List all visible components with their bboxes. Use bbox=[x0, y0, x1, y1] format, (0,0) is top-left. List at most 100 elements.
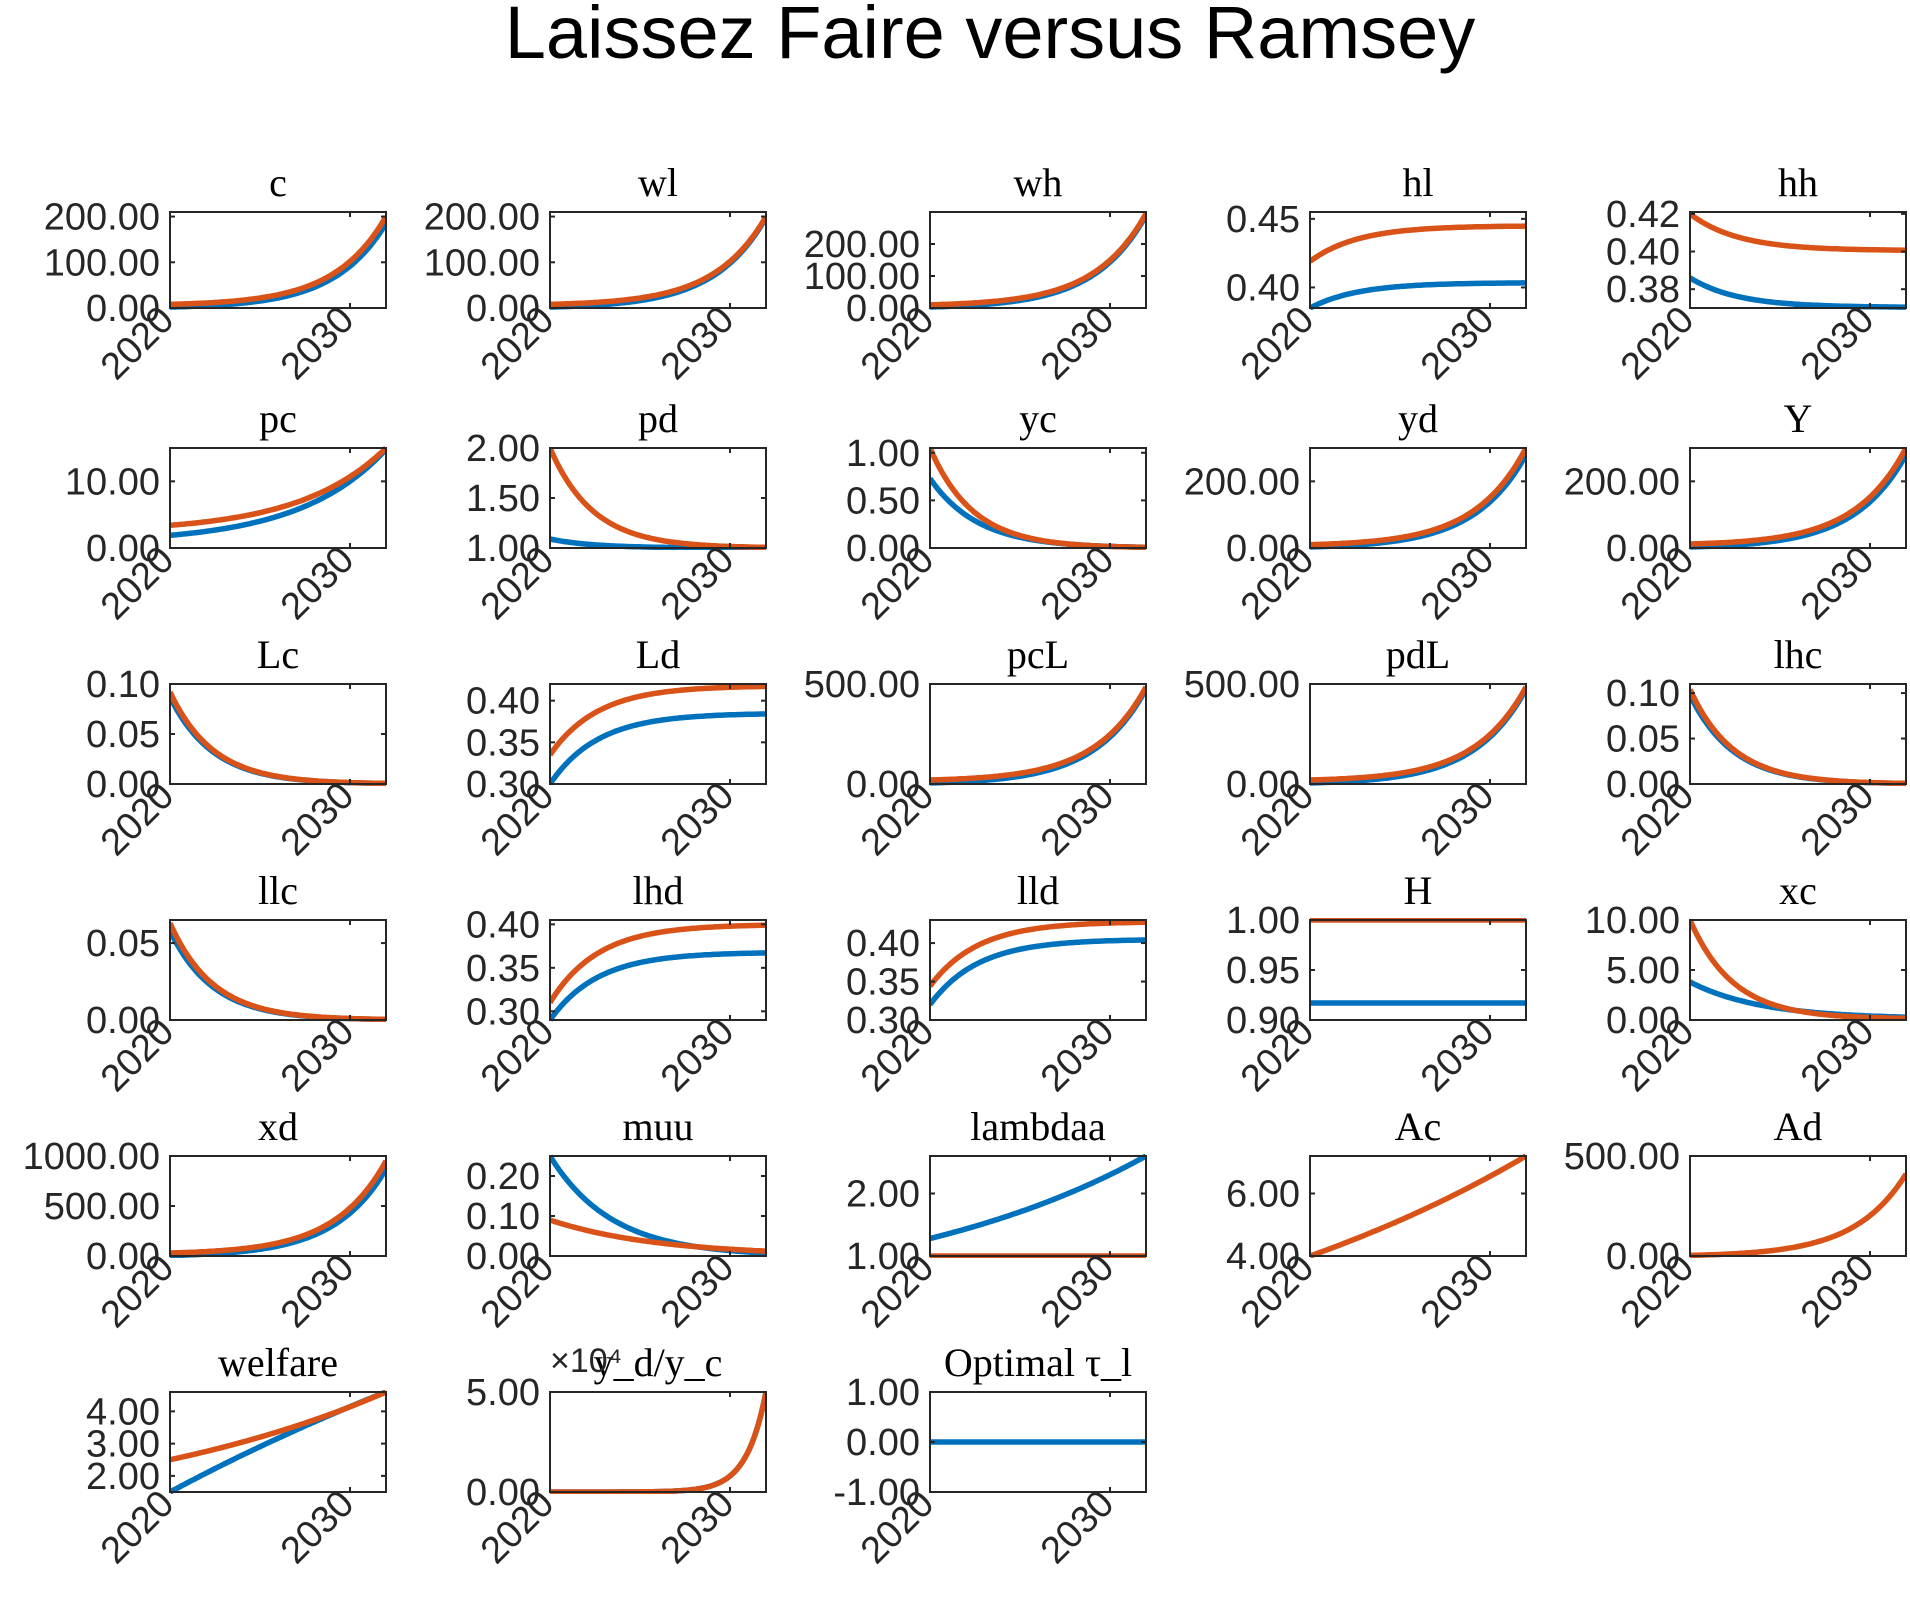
subplot-title: hl bbox=[1402, 160, 1433, 205]
y-tick-label: 0.00 bbox=[86, 288, 160, 330]
x-tick-label: 2030 bbox=[653, 1483, 742, 1572]
axes-box bbox=[549, 211, 767, 309]
y-tick-label: 1000.00 bbox=[23, 1136, 160, 1178]
y-tick-label: 0.40 bbox=[1606, 232, 1680, 274]
subplot-title: y_d/y_c bbox=[594, 1340, 723, 1385]
series-line bbox=[170, 446, 386, 529]
subplot-3: 0.40 0.45 2020 2030 hl bbox=[1226, 160, 1527, 388]
x-tick-label: 2030 bbox=[653, 775, 742, 864]
subplot-title: yc bbox=[1019, 396, 1057, 441]
y-tick-label: 0.00 bbox=[466, 1472, 540, 1514]
y-tick-label: 0.30 bbox=[466, 991, 540, 1033]
y-tick-label: 200.00 bbox=[804, 224, 920, 266]
y-tick-label: 0.50 bbox=[846, 480, 920, 522]
subplot-title: lhc bbox=[1774, 632, 1823, 677]
y-tick-label: 0.35 bbox=[846, 962, 920, 1004]
x-tick-label: 2020 bbox=[1233, 299, 1322, 388]
y-tick-label: 500.00 bbox=[1184, 664, 1300, 706]
y-tick-label: 1.50 bbox=[466, 478, 540, 520]
y-tick-label: 0.05 bbox=[86, 714, 160, 756]
y-tick-label: 2.00 bbox=[846, 1174, 920, 1216]
y-tick-label: 100.00 bbox=[424, 242, 540, 284]
axes-box bbox=[1689, 1155, 1907, 1257]
x-tick-label: 2030 bbox=[653, 299, 742, 388]
figure-title: Laissez Faire versus Ramsey bbox=[505, 0, 1476, 74]
axes-box bbox=[1689, 211, 1907, 309]
y-tick-label: 0.40 bbox=[1226, 267, 1300, 309]
x-tick-label: 2030 bbox=[1413, 539, 1502, 628]
subplot-title: welfare bbox=[218, 1340, 338, 1385]
subplot-title: pc bbox=[259, 396, 297, 441]
subplot-title: xc bbox=[1779, 868, 1817, 913]
y-tick-label: 6.00 bbox=[1226, 1174, 1300, 1216]
y-tick-label: 0.00 bbox=[846, 1422, 920, 1464]
x-tick-label: 2030 bbox=[1033, 539, 1122, 628]
subplot-title: H bbox=[1404, 868, 1433, 913]
y-tick-label: 0.40 bbox=[846, 923, 920, 965]
series-line bbox=[930, 446, 1146, 550]
y-tick-label: 0.38 bbox=[1606, 269, 1680, 311]
series-line bbox=[550, 922, 766, 1005]
y-tick-label: 3.00 bbox=[86, 1424, 160, 1466]
y-tick-label: 100.00 bbox=[804, 256, 920, 298]
series-line bbox=[930, 937, 1146, 1007]
y-tick-label: 0.42 bbox=[1606, 194, 1680, 236]
axes-box bbox=[169, 1391, 387, 1493]
series-line bbox=[1690, 688, 1906, 786]
x-tick-label: 2030 bbox=[1033, 299, 1122, 388]
subplot-title: wl bbox=[638, 160, 678, 205]
subplot-title: pcL bbox=[1007, 632, 1069, 677]
series-line bbox=[930, 476, 1146, 550]
axes-box bbox=[169, 211, 387, 309]
x-tick-label: 2030 bbox=[273, 1247, 362, 1336]
series-line bbox=[1690, 275, 1906, 310]
y-tick-label: 500.00 bbox=[44, 1186, 160, 1228]
y-tick-label: 5.00 bbox=[1606, 950, 1680, 992]
x-tick-label: 2030 bbox=[273, 775, 362, 864]
y-tick-label: 0.35 bbox=[466, 948, 540, 990]
x-tick-label: 2030 bbox=[1413, 299, 1502, 388]
axes-box bbox=[549, 1391, 767, 1493]
y-tick-label: 0.10 bbox=[86, 664, 160, 706]
x-tick-label: 2030 bbox=[1793, 775, 1882, 864]
axes-box bbox=[929, 1155, 1147, 1257]
x-tick-label: 2030 bbox=[1413, 775, 1502, 864]
y-tick-label: 1.00 bbox=[846, 1372, 920, 1414]
axes-box bbox=[1309, 683, 1527, 785]
x-tick-label: 2030 bbox=[1033, 775, 1122, 864]
series-line bbox=[550, 1391, 766, 1494]
subplot-title: Y bbox=[1784, 396, 1813, 441]
x-tick-label: 2030 bbox=[1033, 1011, 1122, 1100]
series-line bbox=[170, 221, 386, 310]
y-tick-label: 0.00 bbox=[466, 288, 540, 330]
y-tick-label: 0.30 bbox=[466, 764, 540, 806]
y-tick-label: 200.00 bbox=[1564, 461, 1680, 503]
y-tick-label: 200.00 bbox=[44, 197, 160, 239]
series-line bbox=[1690, 453, 1906, 550]
series-line bbox=[170, 690, 386, 786]
y-tick-label: 0.30 bbox=[846, 1000, 920, 1042]
x-tick-label: 2030 bbox=[273, 1483, 362, 1572]
x-tick-label: 2030 bbox=[653, 1247, 742, 1336]
axes-box bbox=[929, 447, 1147, 549]
axes-box bbox=[549, 919, 767, 1021]
series-line bbox=[1690, 1172, 1906, 1258]
y-tick-label: 4.00 bbox=[86, 1391, 160, 1433]
y-tick-label: 1.00 bbox=[846, 1236, 920, 1278]
x-tick-label: 2030 bbox=[1413, 1247, 1502, 1336]
series-line bbox=[1690, 918, 1906, 1022]
